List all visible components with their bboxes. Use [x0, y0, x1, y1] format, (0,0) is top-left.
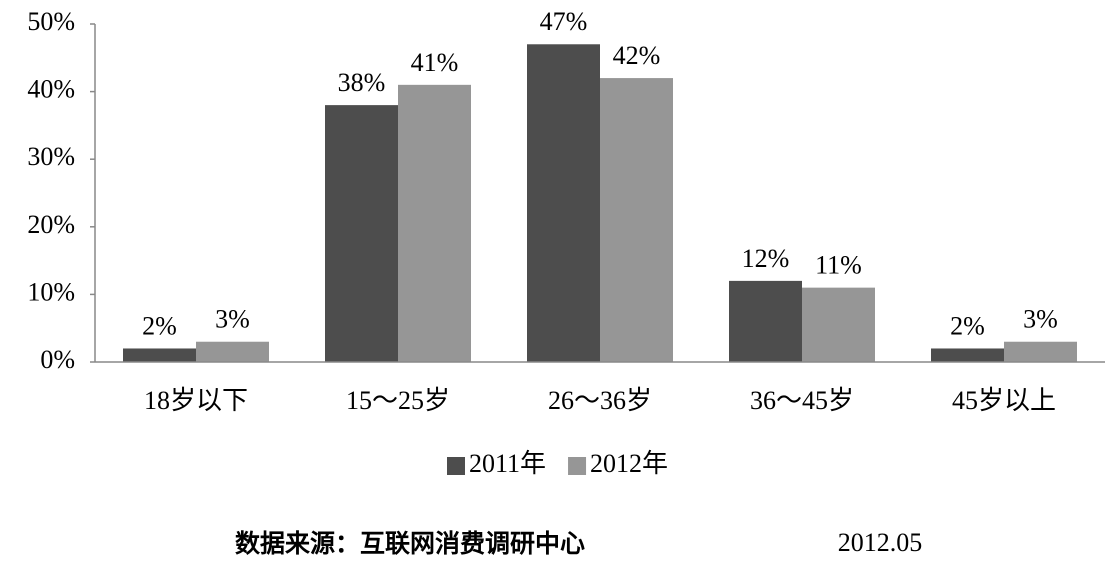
value-label: 12%	[742, 244, 790, 273]
bar	[123, 348, 196, 362]
y-tick-label: 20%	[27, 210, 75, 239]
y-tick-label: 50%	[27, 7, 75, 36]
x-tick-label: 26～36岁	[548, 386, 652, 415]
bar	[527, 44, 600, 362]
value-label: 47%	[540, 7, 588, 36]
bar	[398, 84, 471, 362]
x-tick-label: 15～25岁	[346, 386, 450, 415]
y-tick-label: 40%	[27, 75, 75, 104]
legend-label: 2012年	[590, 449, 668, 478]
y-tick-label: 0%	[40, 345, 75, 374]
legend-swatch	[447, 457, 465, 475]
value-label: 3%	[1023, 305, 1058, 334]
bar	[196, 341, 269, 362]
legend-label: 2011年	[469, 449, 546, 478]
value-label: 11%	[815, 251, 862, 280]
source-note: 数据来源：互联网消费调研中心	[235, 529, 585, 558]
y-tick-label: 30%	[27, 142, 75, 171]
x-tick-label: 18岁以下	[144, 386, 248, 415]
bar	[729, 280, 802, 362]
bar	[802, 287, 875, 362]
x-tick-label: 36～45岁	[750, 386, 854, 415]
value-label: 2%	[950, 311, 985, 340]
x-tick-label: 45岁以上	[952, 386, 1056, 415]
bar	[325, 105, 398, 363]
value-label: 42%	[613, 41, 661, 70]
date-note: 2012.05	[838, 528, 923, 557]
legend-swatch	[568, 457, 587, 475]
value-label: 41%	[411, 48, 459, 77]
y-tick-label: 10%	[27, 277, 75, 306]
bar	[931, 348, 1004, 362]
value-label: 2%	[142, 311, 177, 340]
value-label: 3%	[215, 305, 250, 334]
value-label: 38%	[338, 68, 386, 97]
bar	[600, 78, 673, 362]
bar	[1004, 341, 1077, 362]
